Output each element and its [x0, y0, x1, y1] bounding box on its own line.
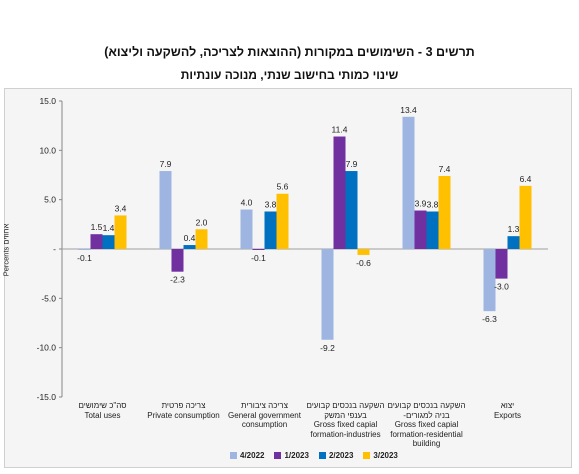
bar-3-2023-cat3	[357, 249, 370, 255]
data-label: 3.8	[427, 200, 439, 210]
data-label: 1.3	[508, 224, 520, 234]
bar-3-2023-cat2	[276, 193, 289, 249]
legend-label: 4/2022	[240, 451, 265, 460]
bar-2-2023-cat0	[102, 235, 115, 249]
data-label: 3.9	[415, 199, 427, 209]
chart-panel	[4, 88, 572, 468]
bar-4-2022-cat4	[402, 116, 415, 249]
bar-1-2023-cat5	[495, 249, 508, 279]
category-label: צריכה ציבורית General government consumpti…	[228, 401, 301, 429]
data-label: -0.1	[77, 253, 92, 263]
bar-4-2022-cat1	[159, 171, 172, 249]
legend-item: 3/2023	[363, 451, 398, 460]
data-label: 13.4	[400, 105, 417, 115]
y-tick-label: 10.0	[39, 145, 56, 155]
legend: 4/2022 1/2023 2/2023 3/2023	[230, 451, 398, 460]
legend-swatch	[230, 452, 237, 459]
bar-2-2023-cat2	[264, 211, 277, 249]
bar-3-2023-cat1	[195, 229, 208, 249]
category-label: צריכה פרטית Private consumption	[147, 401, 220, 420]
y-tick-label: -	[53, 244, 56, 254]
category-label: השקעה בנכסים קבועים בענפי המשק Gross fixed…	[306, 401, 385, 439]
y-tick-label: 15.0	[39, 96, 56, 106]
y-axis-label: Percents אחוזים	[1, 223, 11, 277]
data-label: 7.4	[439, 164, 451, 174]
bar-4-2022-cat0	[78, 249, 91, 250]
data-label: 1.4	[103, 223, 115, 233]
bar-4-2022-cat5	[483, 249, 496, 312]
data-label: 3.4	[115, 203, 127, 213]
data-label: 3.8	[265, 200, 277, 210]
y-tick-label: 5.0	[44, 195, 56, 205]
legend-label: 2/2023	[328, 451, 354, 460]
chart-title: תרשים 3 - השימושים במקורות (ההוצאות לצרי…	[104, 45, 475, 59]
bar-3-2023-cat4	[438, 175, 451, 249]
bar-2-2023-cat1	[183, 245, 196, 249]
data-label: -3.0	[494, 282, 509, 292]
legend-swatch	[318, 452, 326, 459]
y-tick-label: -5.0	[41, 293, 56, 303]
y-tick-label: -15.0	[37, 392, 57, 402]
legend-swatch	[274, 452, 282, 459]
data-label: 11.4	[332, 125, 348, 135]
data-label: 5.6	[277, 182, 289, 192]
data-label: 7.9	[160, 159, 172, 169]
legend-label: 3/2023	[373, 451, 398, 460]
data-label: 4.0	[241, 198, 253, 208]
bar-1-2023-cat1	[171, 249, 184, 272]
bar-1-2023-cat2	[252, 249, 265, 250]
bar-3-2023-cat5	[519, 185, 532, 249]
bar-4-2022-cat2	[240, 209, 253, 249]
data-label: -9.2	[320, 343, 335, 353]
category-label: השקעה בנכסים קבועים -בניה למגורים Gross fi…	[387, 401, 466, 448]
bar-1-2023-cat0	[90, 234, 103, 249]
category-label: יצוא Exports	[493, 401, 522, 420]
bar-3-2023-cat0	[114, 215, 127, 249]
data-label: -0.1	[251, 253, 266, 263]
data-label: -6.3	[482, 314, 497, 324]
data-label: 1.5	[91, 222, 103, 232]
data-label: 6.4	[520, 174, 532, 184]
data-label: -0.6	[356, 258, 371, 268]
legend-item: 2/2023	[318, 451, 354, 460]
bar-2-2023-cat4	[426, 211, 439, 249]
legend-swatch	[363, 452, 371, 459]
legend-item: 4/2022	[230, 451, 264, 460]
bar-1-2023-cat3	[333, 136, 346, 249]
category-label: סה"כ שימושים Total uses	[78, 401, 127, 420]
bar-2-2023-cat3	[345, 171, 358, 249]
data-label: 2.0	[196, 217, 208, 227]
legend-item: 1/2023	[274, 451, 309, 460]
bar-1-2023-cat4	[414, 210, 427, 249]
bar-4-2022-cat3	[321, 249, 334, 340]
data-label: 7.9	[346, 159, 358, 169]
chart-subtitle: שינוי כמותי בחישוב שנתי, מנוכה עונתיות	[180, 68, 399, 82]
legend-label: 1/2023	[284, 451, 309, 460]
y-tick-label: -10.0	[37, 343, 57, 353]
bar-2-2023-cat5	[507, 236, 520, 249]
data-label: 0.4	[184, 233, 196, 243]
data-label: -2.3	[170, 275, 185, 285]
